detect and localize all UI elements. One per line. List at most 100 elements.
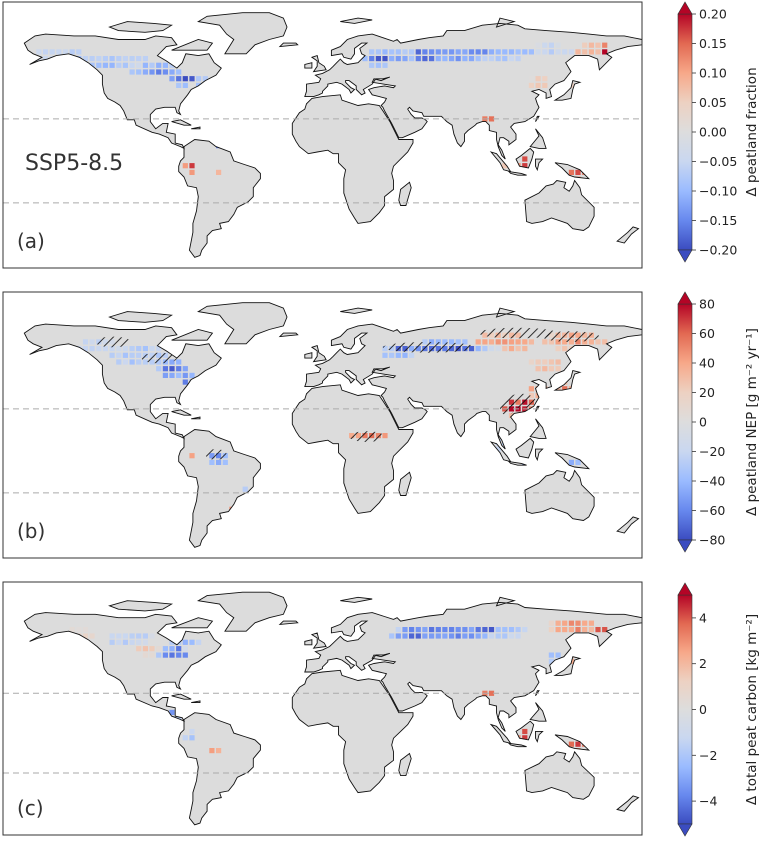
colorbar-tick-label: −20 (699, 444, 725, 459)
anomaly-cell (422, 56, 428, 62)
anomaly-cell (222, 459, 228, 465)
anomaly-cell (36, 49, 42, 55)
map-area (3, 591, 642, 826)
anomaly-cell (82, 339, 89, 345)
anomaly-cell (182, 735, 188, 741)
anomaly-cell (515, 633, 521, 639)
colorbar-gradient (677, 303, 693, 541)
anomaly-cell (455, 339, 461, 345)
coastline (178, 429, 261, 548)
anomaly-cell (409, 767, 415, 773)
anomaly-cell (522, 156, 528, 162)
anomaly-cell (149, 346, 155, 352)
anomaly-cell (555, 346, 561, 352)
anomaly-cell (415, 49, 421, 55)
colorbar-tick-label: −0.15 (699, 213, 737, 228)
panel-label: (a) (17, 229, 45, 253)
anomaly-cell (409, 486, 415, 492)
anomaly-cell (588, 620, 594, 626)
anomaly-cell (568, 459, 574, 465)
anomaly-cell (542, 339, 548, 345)
anomaly-cell (475, 627, 481, 633)
anomaly-cell (409, 633, 415, 639)
anomaly-cell (535, 82, 541, 88)
panel-frame (2, 1, 643, 269)
anomaly-cell (69, 49, 75, 55)
anomaly-cell (129, 62, 135, 68)
anomaly-cell (382, 56, 388, 62)
colorbar-tick-label: 60 (699, 326, 715, 341)
coastline (191, 416, 201, 420)
anomaly-cell (495, 56, 501, 62)
anomaly-cell (89, 56, 95, 62)
anomaly-cell (369, 62, 375, 68)
anomaly-cell (548, 652, 554, 658)
anomaly-cell (548, 716, 554, 722)
anomaly-cell (136, 62, 142, 68)
significance-hatching (542, 331, 600, 342)
anomaly-cell (395, 49, 401, 55)
anomaly-cell (502, 339, 508, 345)
anomaly-cell (522, 49, 528, 55)
coastline (515, 437, 535, 459)
anomaly-cell (116, 346, 122, 352)
coastline (529, 418, 547, 439)
colorbar-a: −0.20 −0.15 −0.10 −0.05 0.00 0.05 0.10 0.15 0.20… (677, 1, 760, 263)
anomaly-cell (602, 627, 608, 633)
coastline (495, 17, 516, 28)
anomaly-cell (162, 646, 168, 652)
anomaly-cell (169, 709, 175, 715)
anomaly-cell (122, 639, 128, 645)
anomaly-cell (129, 346, 135, 352)
coastline (291, 384, 414, 514)
coastline (191, 126, 201, 130)
anomaly-cell (156, 366, 162, 372)
anomaly-cell (542, 49, 548, 55)
coastline (515, 147, 535, 169)
anomaly-cell (162, 652, 168, 658)
anomaly-cell (535, 359, 541, 365)
anomaly-cell (162, 366, 168, 372)
anomaly-cell (382, 62, 388, 68)
anomaly-cell (202, 82, 208, 88)
land-mask (24, 302, 642, 548)
anomaly-cell (575, 339, 581, 345)
anomaly-cell (535, 366, 541, 372)
anomaly-cell (189, 728, 195, 735)
anomaly-cell (488, 116, 495, 122)
significance-hatching (349, 431, 385, 442)
anomaly-cell (142, 633, 148, 639)
anomaly-cell (76, 49, 82, 55)
land-fill (24, 592, 642, 825)
anomaly-cell (455, 633, 461, 639)
anomaly-cell (582, 620, 588, 626)
anomaly-cell (535, 49, 541, 55)
anomaly-cell (588, 49, 594, 55)
anomaly-cell (582, 627, 588, 633)
anomaly-cell (209, 748, 215, 754)
anomaly-cell (548, 658, 554, 664)
coastline (507, 460, 527, 466)
coastline (398, 471, 412, 496)
anomaly-cell (468, 339, 475, 345)
anomaly-cell (156, 346, 162, 352)
anomaly-cell (462, 627, 468, 633)
anomaly-cell (528, 392, 534, 399)
anomaly-cell (136, 633, 142, 639)
anomaly-cell (508, 339, 515, 345)
anomaly-cell (522, 735, 528, 741)
anomaly-cell (169, 652, 175, 658)
anomaly-cell (389, 633, 395, 639)
anomaly-cell (502, 633, 508, 639)
anomaly-cell (369, 49, 375, 55)
coastline (171, 693, 192, 700)
anomaly-cell (548, 339, 554, 345)
anomaly-cell (169, 646, 175, 652)
colorbar-c: −4 −2 0 2 4 Δ total peat carbon [kg m⁻²] (677, 582, 760, 837)
anomaly-cell (82, 633, 89, 639)
anomaly-cell (149, 633, 155, 639)
coastline (178, 712, 261, 826)
anomaly-cell (96, 56, 102, 62)
anomaly-cell (522, 728, 528, 735)
anomaly-cell (562, 386, 568, 392)
